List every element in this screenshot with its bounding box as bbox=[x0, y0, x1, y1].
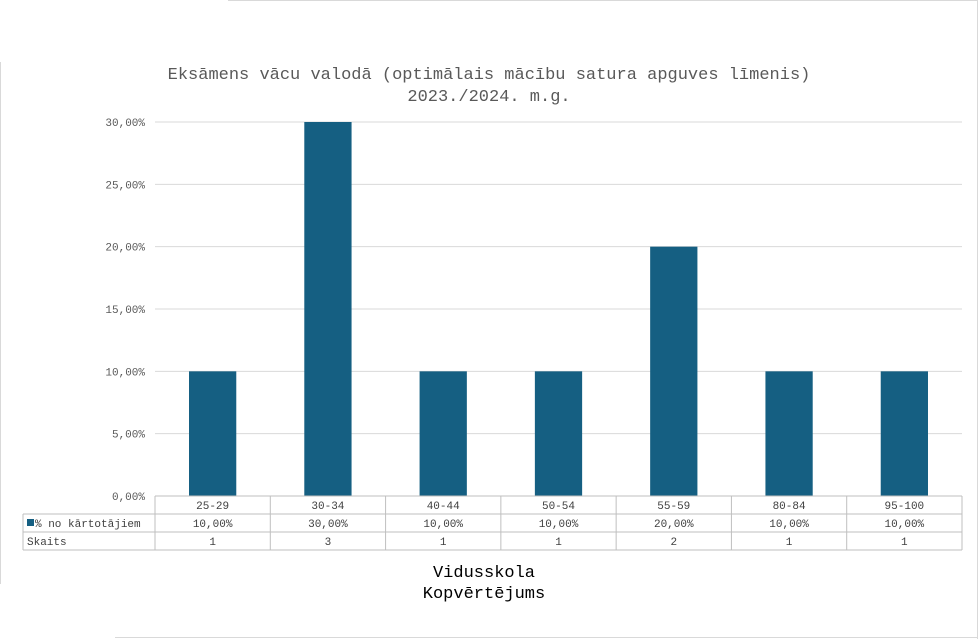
chart-title-line-2: 2023./2024. m.g. bbox=[407, 88, 570, 107]
y-tick-label: 10,00% bbox=[105, 367, 145, 379]
x-tick-label: 30-34 bbox=[311, 501, 344, 513]
bar bbox=[419, 371, 467, 496]
frame-bottom-line bbox=[115, 637, 978, 638]
data-label: 20,00% bbox=[654, 519, 694, 531]
bar bbox=[534, 371, 583, 496]
table-cell: 3 bbox=[325, 537, 332, 549]
y-tick-label: 5,00% bbox=[112, 430, 145, 442]
x-tick-label: 25-29 bbox=[196, 501, 229, 513]
data-label: 10,00% bbox=[193, 519, 233, 531]
x-axis-label-line-1: Vidusskola bbox=[433, 564, 535, 583]
x-tick-label: 50-54 bbox=[542, 501, 575, 513]
y-tick-label: 0,00% bbox=[112, 492, 145, 504]
y-tick-label: 25,00% bbox=[105, 180, 145, 192]
table-cell: 1 bbox=[440, 537, 447, 549]
data-label: 10,00% bbox=[769, 519, 809, 531]
frame-top-line bbox=[228, 0, 978, 1]
y-tick-label: 15,00% bbox=[105, 305, 145, 317]
table-cell: 1 bbox=[555, 537, 562, 549]
bar bbox=[189, 371, 237, 496]
table-cell: 1 bbox=[786, 537, 793, 549]
y-tick-label: 20,00% bbox=[105, 243, 145, 255]
table-cell: 1 bbox=[901, 537, 908, 549]
legend-entry: % no kārtotājiem bbox=[35, 519, 141, 531]
x-tick-label: 40-44 bbox=[427, 501, 460, 513]
data-label: 10,00% bbox=[423, 519, 463, 531]
data-label: 10,00% bbox=[539, 519, 579, 531]
x-tick-label: 55-59 bbox=[657, 501, 690, 513]
chart-title-line-1: Eksāmens vācu valodā (optimālais mācību … bbox=[168, 66, 811, 85]
bar bbox=[765, 371, 813, 496]
table-row-name: Skaits bbox=[27, 537, 67, 549]
table-cell: 1 bbox=[209, 537, 216, 549]
legend-key bbox=[27, 519, 34, 526]
data-label: 10,00% bbox=[885, 519, 925, 531]
bar bbox=[304, 122, 352, 496]
bar bbox=[650, 246, 698, 496]
y-tick-label: 30,00% bbox=[105, 118, 145, 130]
x-axis-label-line-2: Kopvērtējums bbox=[423, 585, 545, 604]
bar bbox=[880, 371, 928, 496]
frame-left-line bbox=[0, 62, 1, 584]
x-tick-label: 95-100 bbox=[885, 501, 925, 513]
data-label: 30,00% bbox=[308, 519, 348, 531]
table-cell: 2 bbox=[670, 537, 677, 549]
x-tick-label: 80-84 bbox=[773, 501, 806, 513]
